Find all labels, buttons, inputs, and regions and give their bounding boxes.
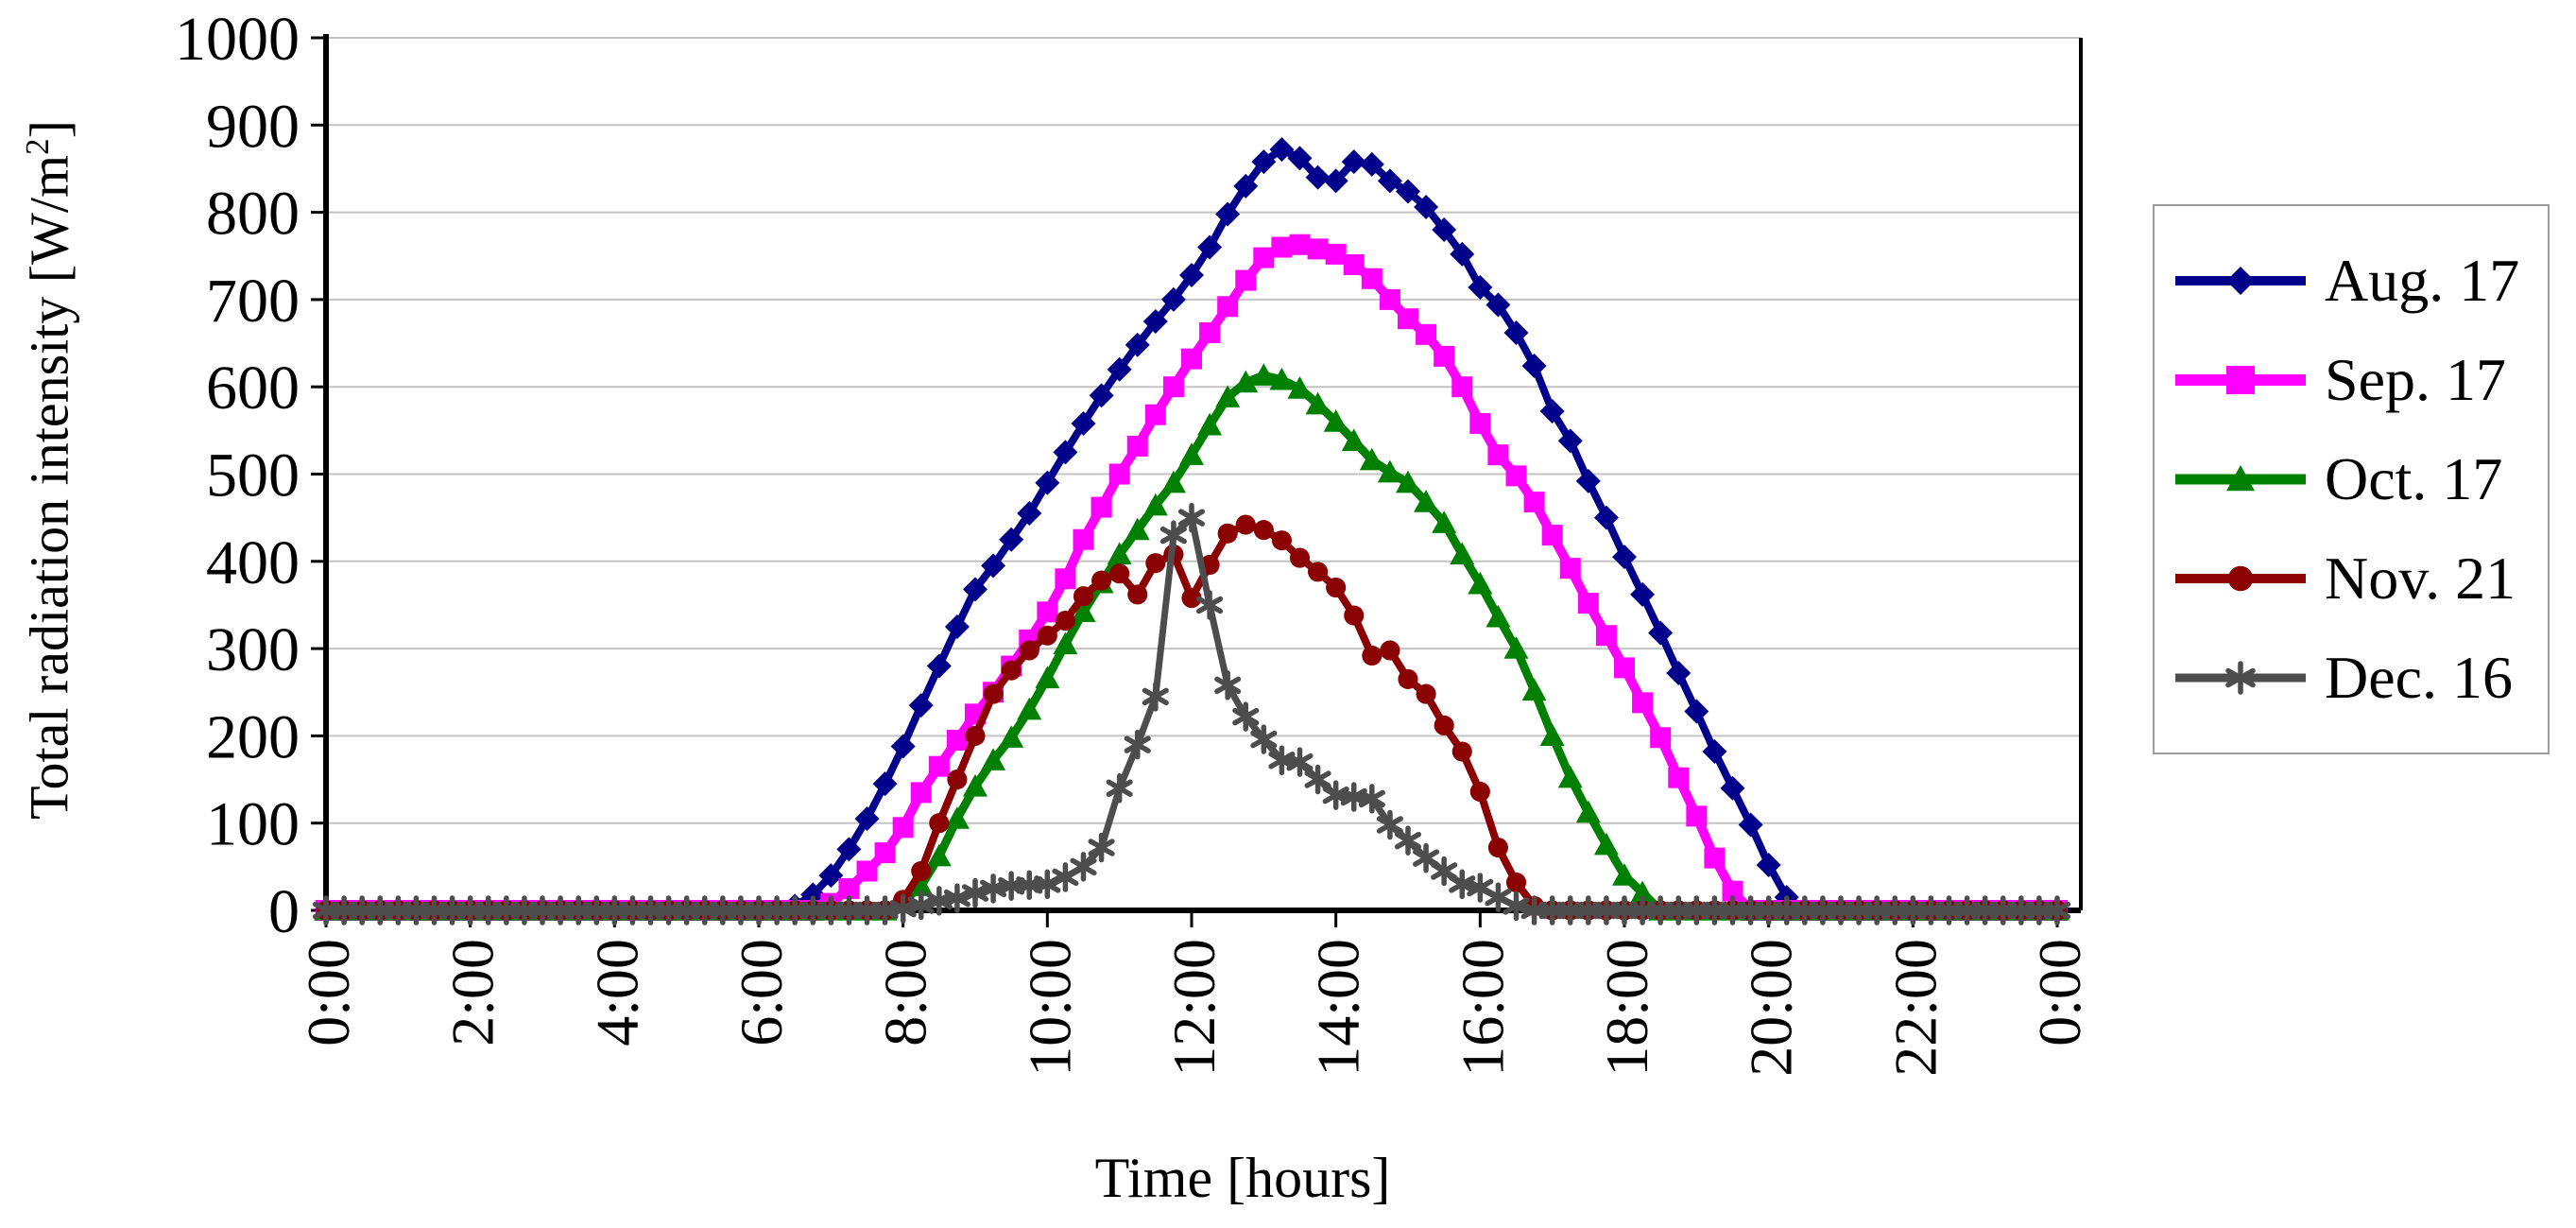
y-tick-label: 800 — [206, 180, 300, 249]
legend-marker-circle-icon — [2175, 565, 2306, 592]
series-nov-21 — [316, 514, 2068, 921]
legend-marker-diamond-icon — [2175, 267, 2306, 295]
legend-marker-asterisk-icon — [2175, 661, 2306, 695]
y-tick-label: 500 — [206, 441, 300, 510]
legend-label: Aug. 17 — [2325, 247, 2520, 314]
y-tick-label: 900 — [206, 92, 300, 161]
x-tick-label: 18:00 — [1593, 939, 1660, 1077]
x-axis-title: Time [hours] — [1094, 1147, 1391, 1209]
legend-marker-square-icon — [2175, 366, 2306, 394]
y-tick-label: 1000 — [175, 5, 300, 74]
y-axis-title-text: Total radiation intensity [W/m — [18, 154, 80, 820]
y-axis-title-superscript: 2 — [19, 138, 57, 155]
legend-label: Oct. 17 — [2325, 445, 2503, 512]
x-tick-labels: 0:00 2:00 4:00 6:00 8:00 10:00 12:00 14:00 16:00… — [295, 939, 2093, 1077]
y-axis-title-suffix: ] — [18, 120, 80, 139]
x-tick-label: 20:00 — [1738, 939, 1805, 1077]
series-oct-17 — [314, 363, 2069, 921]
legend-label: Dec. 16 — [2325, 644, 2514, 711]
legend-item: Oct. 17 — [2170, 449, 2548, 510]
y-tick-label: 200 — [206, 702, 300, 771]
y-tick-label: 100 — [206, 790, 300, 859]
legend-item: Nov. 21 — [2170, 548, 2548, 609]
y-tick-labels: 0 100 200 300 400 500 600 700 800 900 1000 — [175, 5, 300, 946]
x-tick-label: 4:00 — [583, 939, 650, 1046]
x-tick-label: 0:00 — [2026, 939, 2093, 1046]
x-tick-label: 22:00 — [1881, 939, 1949, 1077]
x-tick-label: 2:00 — [439, 939, 507, 1046]
y-tick-label: 700 — [206, 267, 300, 336]
x-tick-label: 8:00 — [872, 939, 939, 1046]
legend-item: Dec. 16 — [2170, 648, 2548, 708]
legend-label: Sep. 17 — [2325, 346, 2506, 413]
x-tick-label: 14:00 — [1305, 939, 1372, 1077]
legend: Aug. 17 Sep. 17 Oct. 17 Nov. 21 Dec. 16 — [2153, 204, 2550, 754]
x-tick-label: 16:00 — [1449, 939, 1516, 1077]
x-tick-label: 12:00 — [1160, 939, 1228, 1077]
y-axis-title: Total radiation intensity [W/m2] — [18, 120, 81, 820]
y-tick-label: 600 — [206, 354, 300, 423]
legend-label: Nov. 21 — [2325, 545, 2516, 612]
series-dec-16 — [312, 502, 2071, 925]
x-tick-label: 0:00 — [295, 939, 362, 1046]
y-tick-label: 400 — [206, 528, 300, 597]
x-tick-label: 10:00 — [1016, 939, 1083, 1077]
series-sep-17 — [316, 233, 2068, 921]
axes — [311, 34, 2083, 927]
gridlines — [326, 37, 2081, 824]
legend-marker-triangle-icon — [2175, 465, 2306, 492]
y-tick-label: 0 — [268, 877, 300, 946]
legend-item: Aug. 17 — [2170, 251, 2548, 311]
y-tick-label: 300 — [206, 615, 300, 684]
legend-item: Sep. 17 — [2170, 350, 2548, 410]
x-tick-label: 6:00 — [728, 939, 795, 1046]
